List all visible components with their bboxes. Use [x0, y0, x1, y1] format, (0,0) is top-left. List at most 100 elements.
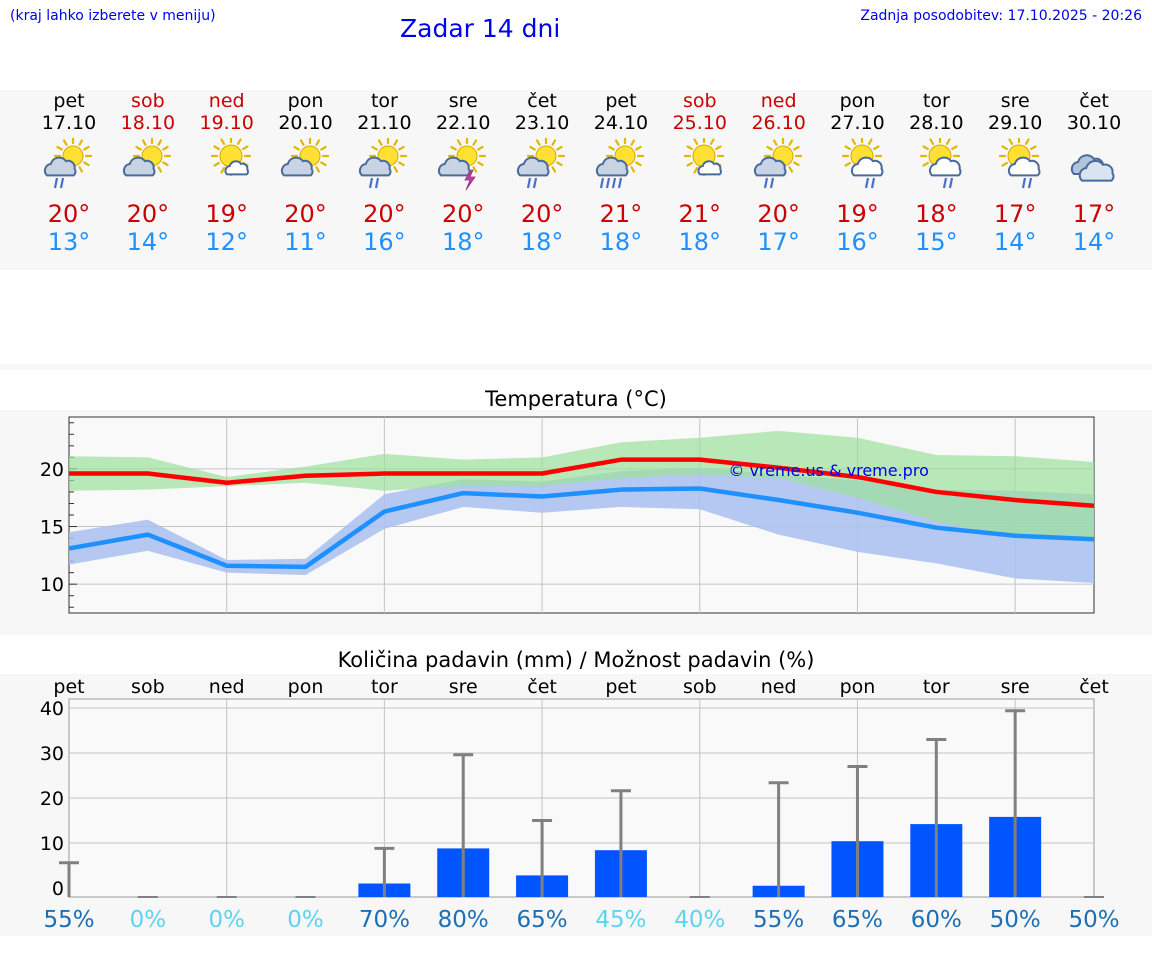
temp-max: 21°	[678, 200, 722, 228]
last-update: Zadnja posodobitev: 17.10.2025 - 20:26	[860, 8, 1142, 24]
day-date: 21.10	[357, 112, 412, 134]
sun-cloud-icon	[280, 138, 329, 177]
temp-max: 19°	[836, 200, 879, 228]
day-date: 30.10	[1066, 112, 1122, 134]
day-date: 23.10	[514, 112, 570, 134]
day-date: 22.10	[436, 112, 491, 134]
precip-probability: 55%	[753, 907, 804, 933]
x-category-label: pon	[288, 676, 324, 698]
precip-probability: 55%	[43, 907, 94, 933]
day-date: 18.10	[120, 112, 176, 134]
temp-max: 20°	[47, 200, 91, 228]
max-temp-line	[69, 457, 1095, 509]
temperature-chart-title: Temperatura (°C)	[485, 387, 667, 411]
day-name: sob	[131, 90, 165, 112]
temp-max: 21°	[599, 200, 643, 228]
x-category-label: pon	[840, 676, 876, 698]
y-tick-label: 10	[40, 833, 64, 855]
day-name: čet	[1079, 90, 1109, 112]
precip-probability: 0%	[287, 907, 324, 933]
temp-max: 20°	[284, 200, 327, 228]
y-tick-label: 20	[40, 459, 64, 481]
sun-cloud-heavy-rain-icon	[595, 138, 645, 189]
day-date: 19.10	[199, 112, 254, 134]
day-date: 25.10	[672, 112, 727, 134]
temp-min: 16°	[836, 228, 879, 256]
x-category-label: pet	[605, 676, 636, 698]
watermark: © vreme.us & vreme.pro	[728, 461, 929, 480]
day-name: tor	[370, 90, 398, 112]
x-category-label: sre	[449, 676, 478, 698]
precip-probability: 65%	[832, 907, 883, 933]
temp-min: 14°	[1072, 228, 1116, 256]
sun-cloud-icon	[122, 138, 171, 177]
temp-min: 11°	[284, 228, 327, 256]
sun-cloud-rain-icon	[517, 138, 566, 189]
day-date: 17.10	[41, 112, 97, 134]
sun-cloud-rain-outline-icon	[841, 138, 883, 189]
page-title: Zadar 14 dni	[400, 14, 561, 43]
sun-cloud-rain-outline-icon	[999, 138, 1041, 189]
y-tick-label: 30	[40, 743, 64, 765]
temp-min: 13°	[47, 228, 91, 256]
sun-cloud-lightning-icon	[438, 138, 487, 190]
x-category-label: sob	[131, 676, 165, 698]
x-category-label: tor	[923, 676, 950, 698]
day-date: 20.10	[278, 112, 333, 134]
precip-probability: 80%	[438, 907, 489, 933]
temp-max: 20°	[757, 200, 800, 228]
temp-min: 14°	[993, 228, 1037, 256]
sun-cloud-rain-icon	[753, 138, 802, 189]
temp-min: 16°	[363, 228, 406, 256]
day-name: pet	[53, 90, 85, 112]
day-name: tor	[922, 90, 950, 112]
temp-max: 20°	[441, 200, 485, 228]
y-tick-label: 20	[40, 788, 64, 810]
day-name: ned	[208, 90, 245, 112]
precip-probability: 0%	[208, 907, 245, 933]
precip-probability: 0%	[130, 907, 167, 933]
sun-cloud-rain-icon	[359, 138, 408, 189]
min-temp-line	[68, 486, 1095, 570]
precipitation-chart-title: Količina padavin (mm) / Možnost padavin …	[337, 648, 815, 672]
temp-max: 17°	[1072, 200, 1116, 228]
day-date: 29.10	[987, 112, 1043, 134]
day-name: sre	[448, 90, 478, 112]
day-date: 27.10	[830, 112, 885, 134]
precip-probability: 65%	[517, 907, 568, 933]
temp-max: 19°	[205, 200, 248, 228]
day-date: 24.10	[593, 112, 649, 134]
city-hint-link[interactable]: (kraj lahko izberete v meniju)	[10, 8, 216, 24]
day-name: pet	[605, 90, 637, 112]
temp-max: 18°	[915, 200, 958, 228]
precip-probability: 60%	[911, 907, 962, 933]
x-category-label: sob	[683, 676, 717, 698]
y-tick-label: 10	[40, 574, 64, 596]
temp-min: 18°	[678, 228, 722, 256]
precip-probability: 70%	[359, 907, 410, 933]
temp-max: 17°	[993, 200, 1037, 228]
x-category-label: sre	[1001, 676, 1030, 698]
temp-max: 20°	[520, 200, 564, 228]
temp-min: 18°	[520, 228, 564, 256]
day-name: čet	[527, 90, 557, 112]
section-divider	[0, 364, 1152, 370]
temp-min: 15°	[915, 228, 958, 256]
day-name: sob	[683, 90, 717, 112]
x-category-label: tor	[371, 676, 398, 698]
x-category-label: ned	[209, 676, 245, 698]
precip-probability: 40%	[674, 907, 725, 933]
x-category-label: čet	[527, 676, 557, 698]
temperature-chart: 10 15 20 © vreme.us & vreme.pro	[0, 410, 1152, 635]
precip-probability: 45%	[595, 907, 646, 933]
sun-small-cloud-icon	[683, 138, 724, 177]
temp-max: 20°	[126, 200, 170, 228]
x-category-label: čet	[1079, 676, 1109, 698]
day-date: 26.10	[751, 112, 806, 134]
temp-min: 18°	[599, 228, 643, 256]
y-tick-label: 15	[40, 517, 64, 539]
forecast-strip: pet 17.10 20° 13° sob 18.10 20° 14° ned 19.10 19° 1…	[0, 90, 1152, 270]
max-temp-range-band	[69, 430, 1094, 542]
day-name: pon	[287, 90, 324, 112]
cloudy-icon	[1070, 154, 1115, 182]
